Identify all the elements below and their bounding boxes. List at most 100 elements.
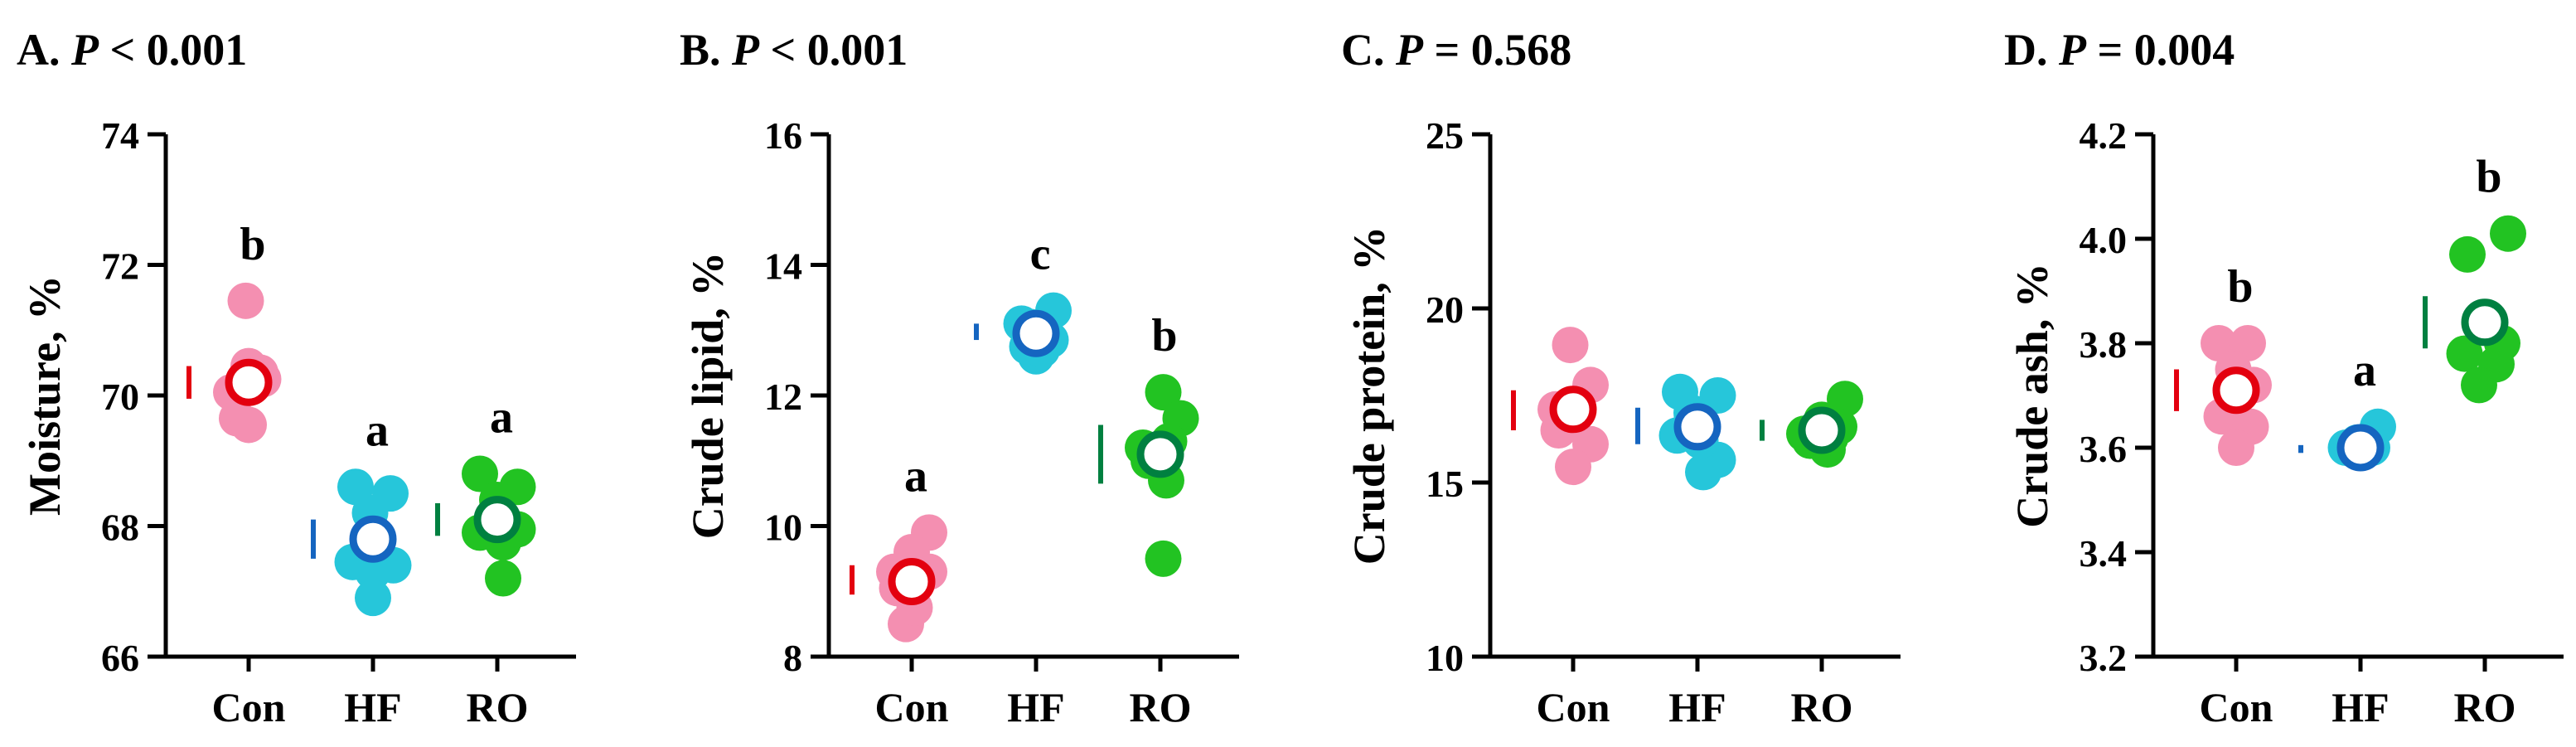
group-hf: HF a	[2298, 345, 2396, 730]
x-tick-label: RO	[1130, 684, 1192, 730]
mean-marker	[1549, 386, 1597, 434]
mean-marker	[888, 557, 936, 605]
panel-c: C. P = 0.568 Crude protein, % 10 15 20 25 Con H…	[1341, 25, 1901, 730]
y-tick-label: 4.2	[2080, 114, 2128, 157]
mean-marker	[1798, 406, 1846, 454]
data-point	[1145, 374, 1182, 411]
x-tick-label: HF	[1007, 684, 1064, 730]
data-point	[227, 282, 264, 319]
group-con: Con	[1511, 327, 1610, 730]
data-point	[1555, 449, 1591, 486]
panel-title: A. P < 0.001	[17, 25, 247, 75]
mean-marker	[473, 496, 521, 544]
data-point	[2446, 335, 2483, 372]
y-tick-label: 25	[1426, 114, 1464, 157]
y-tick-label: 20	[1426, 289, 1464, 331]
panel-letter: D.	[2004, 25, 2059, 75]
data-point	[485, 560, 521, 597]
y-tick-label: 66	[101, 637, 139, 679]
mean-marker	[1012, 309, 1060, 357]
x-tick-label: HF	[2331, 684, 2389, 730]
data-point	[1552, 327, 1589, 364]
y-tick-label: 12	[764, 376, 802, 418]
group-hf: HF c	[974, 229, 1072, 730]
data-point	[462, 455, 498, 492]
mean-marker	[1673, 403, 1721, 451]
p-symbol: P	[1395, 25, 1424, 75]
x-tick-label: RO	[1791, 684, 1853, 730]
y-tick-label: 15	[1426, 463, 1464, 505]
data-point	[1699, 377, 1736, 414]
p-value: = 0.004	[2086, 25, 2235, 75]
y-tick-label: 3.8	[2080, 323, 2128, 366]
panel-title: D. P = 0.004	[2004, 25, 2235, 75]
y-tick-label: 16	[764, 114, 802, 157]
p-value: < 0.001	[759, 25, 908, 75]
significance-letter: a	[2353, 345, 2376, 396]
panel-letter: A.	[17, 25, 71, 75]
x-tick-label: Con	[2200, 684, 2273, 730]
y-tick-label: 68	[101, 507, 139, 549]
y-tick-label: 3.6	[2080, 428, 2128, 470]
x-tick-label: Con	[212, 684, 286, 730]
mean-marker	[2461, 298, 2509, 347]
group-con: Con b	[186, 219, 286, 730]
significance-letter: b	[2476, 152, 2501, 203]
p-value: = 0.568	[1423, 25, 1571, 75]
group-ro: RO b	[2423, 152, 2526, 730]
y-tick-label: 10	[764, 507, 802, 549]
y-tick-label: 8	[783, 637, 802, 679]
mean-marker	[2336, 424, 2385, 472]
y-tick-label: 4.0	[2080, 219, 2128, 261]
x-tick-label: HF	[344, 684, 401, 730]
data-point	[2490, 215, 2526, 252]
y-axis-label: Moisture, %	[20, 275, 70, 516]
x-tick-label: Con	[875, 684, 949, 730]
mean-marker	[2212, 366, 2260, 415]
y-tick-label: 70	[101, 376, 139, 418]
data-point	[1827, 381, 1863, 418]
y-tick-label: 14	[764, 245, 802, 288]
significance-letter: b	[1151, 310, 1177, 361]
panel-letter: C.	[1341, 25, 1396, 75]
group-ro: RO	[1760, 381, 1863, 730]
data-point	[1145, 540, 1182, 577]
mean-marker	[1136, 430, 1184, 478]
significance-letter: c	[1030, 229, 1051, 280]
data-point	[2218, 429, 2254, 466]
significance-letter: b	[2227, 261, 2253, 313]
y-tick-label: 72	[101, 245, 139, 288]
panel-a: A. P < 0.001 Moisture, % 66 68 70 72 74 Con b HF a…	[17, 25, 576, 730]
data-point	[230, 406, 267, 444]
group-ro: RO a	[435, 392, 536, 730]
p-symbol: P	[731, 25, 760, 75]
panel-letter: B.	[680, 25, 732, 75]
mean-marker	[349, 515, 397, 563]
x-tick-label: Con	[1537, 684, 1610, 730]
y-axis-label: Crude lipid, %	[683, 252, 733, 540]
y-axis-label: Crude ash, %	[2007, 263, 2057, 528]
x-tick-label: HF	[1668, 684, 1726, 730]
significance-letter: a	[366, 405, 389, 456]
group-ro: RO b	[1098, 310, 1199, 730]
y-tick-label: 74	[101, 114, 139, 157]
data-point	[2461, 366, 2497, 404]
significance-letter: a	[490, 392, 513, 444]
panel-d: D. P = 0.004 Crude ash, % 3.2 3.4 3.6 3.8 4.0 4…	[2004, 25, 2564, 730]
group-con: Con b	[2174, 261, 2273, 730]
significance-letter: a	[904, 450, 927, 502]
y-tick-label: 3.2	[2080, 637, 2128, 679]
group-hf: HF a	[311, 405, 412, 730]
panel-title: B. P < 0.001	[680, 25, 908, 75]
p-symbol: P	[2058, 25, 2087, 75]
p-value: < 0.001	[99, 25, 247, 75]
y-axis-label: Crude protein, %	[1344, 226, 1394, 565]
mean-marker	[225, 358, 273, 406]
y-tick-label: 3.4	[2080, 532, 2128, 575]
x-tick-label: RO	[2454, 684, 2516, 730]
group-con: Con a	[850, 450, 949, 730]
data-point	[2449, 235, 2486, 273]
p-symbol: P	[70, 25, 99, 75]
